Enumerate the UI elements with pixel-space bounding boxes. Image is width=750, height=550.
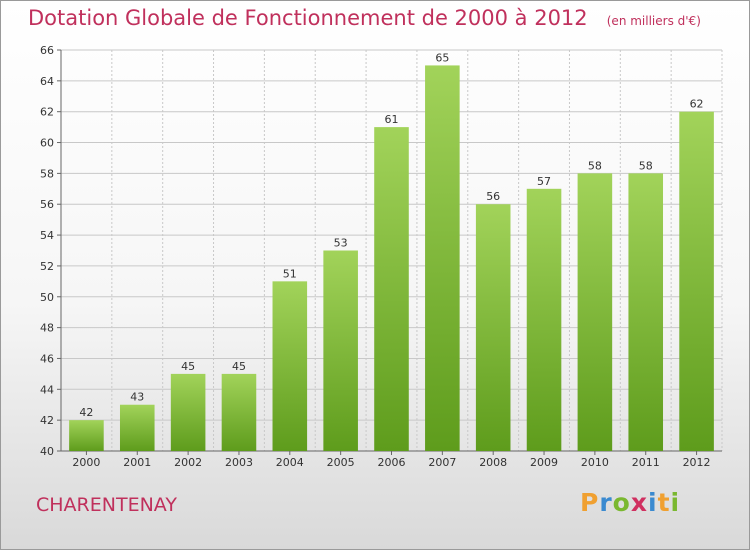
y-tick-label: 48 xyxy=(40,322,54,335)
x-tick-label: 2002 xyxy=(174,456,202,469)
value-label: 53 xyxy=(334,237,348,250)
x-tick-label: 2004 xyxy=(276,456,304,469)
y-tick-label: 44 xyxy=(40,383,54,396)
x-tick-label: 2010 xyxy=(581,456,609,469)
proxiti-logo: Proxiti xyxy=(580,488,680,517)
y-tick-label: 52 xyxy=(40,260,54,273)
bar-2009 xyxy=(526,188,562,452)
bar-2003 xyxy=(221,373,257,451)
logo-letter: t xyxy=(657,488,671,517)
logo-letter: P xyxy=(580,488,600,517)
bar-2011 xyxy=(628,173,664,451)
y-tick-label: 54 xyxy=(40,229,54,242)
x-tick-label: 2009 xyxy=(530,456,558,469)
y-tick-label: 46 xyxy=(40,352,54,365)
value-label: 58 xyxy=(639,159,653,172)
x-tick-label: 2008 xyxy=(479,456,507,469)
x-tick-label: 2007 xyxy=(428,456,456,469)
bar-2010 xyxy=(577,173,613,451)
y-tick-label: 42 xyxy=(40,414,54,427)
bar-2004 xyxy=(272,281,308,451)
y-tick-label: 66 xyxy=(40,44,54,57)
value-label: 56 xyxy=(486,190,500,203)
value-label: 62 xyxy=(690,98,704,111)
bar-2006 xyxy=(374,127,409,451)
commune-name: CHARENTENAY xyxy=(36,494,177,516)
logo-letter: o xyxy=(612,488,631,517)
y-tick-label: 58 xyxy=(40,167,54,180)
value-label: 65 xyxy=(435,51,449,64)
chart-unit: (en milliers d'€) xyxy=(606,14,701,28)
chart-title: Dotation Globale de Fonctionnement de 20… xyxy=(28,6,588,30)
x-tick-label: 2003 xyxy=(225,456,253,469)
logo-letter: i xyxy=(648,488,658,517)
bar-2008 xyxy=(475,204,511,451)
x-tick-label: 2006 xyxy=(378,456,406,469)
value-label: 42 xyxy=(79,406,93,419)
x-tick-label: 2005 xyxy=(327,456,355,469)
value-label: 58 xyxy=(588,159,602,172)
value-label: 45 xyxy=(232,360,246,373)
bar-2000 xyxy=(69,420,104,451)
value-label: 45 xyxy=(181,360,195,373)
value-label: 51 xyxy=(283,267,297,280)
logo-letter: i xyxy=(670,488,681,517)
labels: 40 42 44 46 48 50 52 54 56 58 60 62 64 66 42 2000 43 2001… xyxy=(40,44,711,469)
value-label: 61 xyxy=(385,113,399,126)
x-tick-label: 2000 xyxy=(72,456,100,469)
bar-2005 xyxy=(323,250,358,451)
y-tick-label: 64 xyxy=(40,75,54,88)
y-tick-label: 50 xyxy=(40,291,54,304)
y-tick-label: 40 xyxy=(40,445,54,458)
bar-2012 xyxy=(679,111,714,451)
bars xyxy=(69,65,714,452)
value-label: 57 xyxy=(537,175,551,188)
bar-2007 xyxy=(425,65,460,451)
chart-title-block: Dotation Globale de Fonctionnement de 20… xyxy=(28,6,701,30)
logo-letter: r xyxy=(599,488,613,517)
y-tick-label: 62 xyxy=(40,106,54,119)
x-tick-label: 2001 xyxy=(123,456,151,469)
bar-2001 xyxy=(119,404,155,451)
bar-2002 xyxy=(170,373,206,451)
x-tick-label: 2011 xyxy=(632,456,660,469)
logo-letter: x xyxy=(630,488,648,517)
y-tick-label: 56 xyxy=(40,198,54,211)
x-tick-label: 2012 xyxy=(683,456,711,469)
value-label: 43 xyxy=(130,391,144,404)
y-tick-label: 60 xyxy=(40,137,54,150)
